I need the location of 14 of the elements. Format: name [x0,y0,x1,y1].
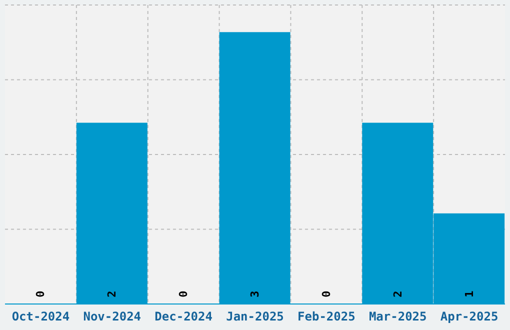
x-tick-label: Apr-2025 [440,310,498,324]
data-label: 0 [320,290,333,298]
x-tick-label: Oct-2024 [12,310,70,324]
x-tick-label: Jan-2025 [226,310,284,324]
data-label: 0 [34,290,48,298]
data-label: 3 [248,290,262,298]
x-tick-label: Mar-2025 [368,310,427,324]
x-tick-label: Dec-2024 [154,310,212,324]
data-label: 1 [462,290,476,298]
data-label: 0 [177,290,190,298]
x-tick-label: Nov-2024 [83,310,142,324]
x-tick-label: Feb-2025 [298,310,356,324]
data-label: 2 [106,290,119,298]
data-label: 2 [391,290,404,298]
